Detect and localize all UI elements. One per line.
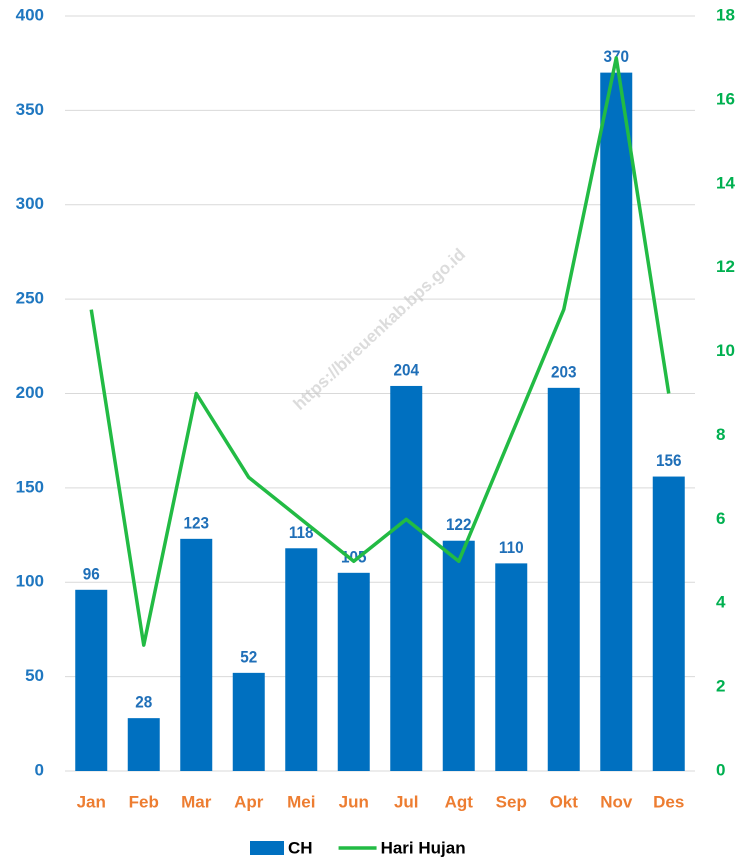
legend-label: CH [288,838,313,857]
y2-tick-label: 18 [716,5,735,24]
y-tick-label: 50 [25,666,44,685]
x-tick-label: Feb [129,792,159,811]
y2-tick-label: 12 [716,257,735,276]
bar [600,72,633,771]
bar [337,572,370,771]
data-label: 96 [83,565,100,584]
x-tick-label: Jan [77,792,106,811]
bar [285,548,318,771]
data-label: 122 [446,515,472,534]
y-tick-label: 0 [35,760,44,779]
bar [390,385,423,771]
y-tick-label: 400 [16,5,44,24]
y2-tick-label: 14 [716,173,735,192]
watermark: https://bireuenkab.bps.go.id [290,245,469,414]
y2-tick-label: 16 [716,89,735,108]
line [89,56,671,647]
y2-tick-label: 8 [716,425,725,444]
y2-tick-label: 2 [716,677,725,696]
y-tick-label: 150 [16,477,44,496]
legend-label: Hari Hujan [381,838,466,857]
bar [75,589,108,771]
y2-tick-label: 0 [716,760,725,779]
legend-swatch [250,841,284,855]
x-tick-label: Okt [550,792,579,811]
data-label: 105 [341,548,367,567]
bar [652,476,685,771]
data-label: 204 [393,361,419,380]
bar [547,387,580,771]
x-tick-label: Jun [339,792,369,811]
data-label: 52 [240,648,257,667]
y-tick-label: 200 [16,383,44,402]
data-label: 110 [499,538,524,557]
bar [495,563,528,771]
x-tick-label: Mar [181,792,212,811]
data-label: 28 [135,693,152,712]
x-tick-label: Apr [234,792,264,811]
y-tick-label: 300 [16,194,44,213]
y2-tick-label: 6 [716,509,725,528]
data-label: 156 [656,451,682,470]
x-tick-label: Des [653,792,684,811]
x-tick-label: Sep [496,792,527,811]
data-label: 203 [551,363,577,382]
y2-tick-label: 4 [716,593,726,612]
x-tick-label: Mei [287,792,315,811]
bar [127,718,160,771]
bar [442,540,475,771]
bar [232,672,265,771]
y-tick-label: 250 [16,289,44,308]
bar [180,538,213,771]
y-tick-label: 350 [16,100,44,119]
data-label: 123 [183,514,209,533]
y-tick-label: 100 [16,572,44,591]
x-tick-label: Nov [600,792,633,811]
x-tick-label: Agt [445,792,474,811]
data-label: 118 [289,523,314,542]
x-tick-label: Jul [394,792,419,811]
y2-tick-label: 10 [716,341,735,360]
